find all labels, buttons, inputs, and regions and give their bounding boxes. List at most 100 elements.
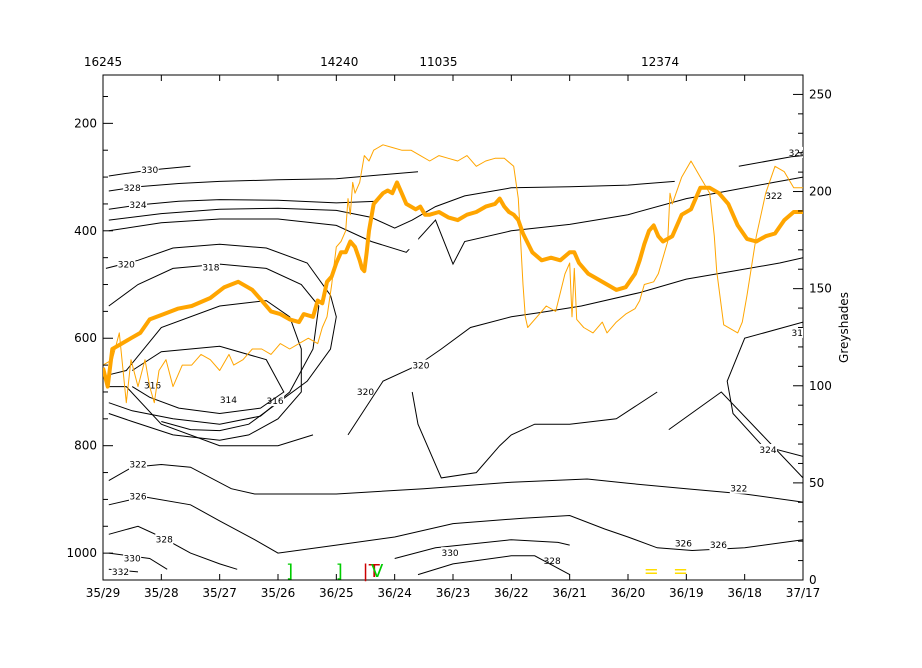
y-right-tick-label: 200	[809, 185, 832, 199]
y-right-tick-label: 50	[809, 476, 824, 490]
contour-line	[108, 263, 320, 425]
contour-label-bg	[129, 199, 147, 211]
series-thin-orange	[103, 144, 803, 404]
y-right-tick-label: 0	[809, 573, 817, 587]
contour-label-bg	[140, 164, 159, 176]
y-right-tick-label: 150	[809, 282, 832, 296]
x-tick-label: 35/28	[144, 586, 179, 600]
contour-label: 314	[220, 396, 237, 406]
contour-label-bg	[143, 379, 162, 391]
contour-label-bg	[674, 537, 693, 549]
contour-layer: 3303283243203203183163163143203223223263…	[105, 146, 808, 578]
y-left-tick-label: 400	[74, 224, 97, 238]
contour-label: 330	[124, 555, 141, 565]
bottom-marker: V	[371, 561, 384, 582]
y-right-tick-label: 100	[809, 379, 832, 393]
plot-frame	[102, 74, 804, 581]
y-right-axis-title: Greyshades	[837, 292, 851, 363]
contour-line	[105, 243, 337, 432]
contour-label-bg	[729, 482, 748, 494]
contour-label: 320	[118, 261, 135, 271]
contour-label-bg	[123, 552, 142, 564]
x-tick-label: 36/25	[319, 586, 354, 600]
bottom-marker: T	[368, 561, 381, 582]
contour-label-bg	[111, 565, 130, 577]
x-tick-label: 35/27	[202, 586, 237, 600]
contour-line	[417, 555, 570, 576]
contour-label-bg	[201, 261, 220, 273]
x-tick-label: 36/23	[436, 586, 471, 600]
contour-label-bg	[129, 490, 147, 502]
y-left-tick-label: 800	[74, 439, 97, 453]
contour-label: 332	[112, 568, 129, 578]
x-top-label: 11035	[419, 55, 457, 69]
bottom-marker: =	[673, 561, 688, 582]
contour-label-bg	[155, 533, 174, 545]
contour-label: 330	[141, 166, 158, 176]
contour-label-bg	[266, 395, 285, 407]
x-top-label: 12374	[641, 55, 679, 69]
series-thick-orange	[103, 180, 803, 389]
x-tick-label: 36/22	[494, 586, 529, 600]
contour-label-bg	[219, 394, 238, 406]
y-left-tick-label: 600	[74, 331, 97, 345]
x-tick-label: 35/29	[86, 586, 121, 600]
y-left-tick-label: 1000	[66, 546, 97, 560]
x-top-label: 14240	[320, 55, 358, 69]
contour-label-bg	[441, 547, 460, 559]
y-left-tick-label: 200	[74, 116, 97, 130]
contour-line	[131, 345, 285, 415]
contour-label: 328	[124, 184, 141, 194]
contour-label: 328	[156, 536, 173, 546]
contour-line	[668, 391, 803, 479]
contour-label: 326	[675, 539, 692, 549]
bottom-marker: ]	[286, 561, 293, 582]
x-tick-label: 36/19	[669, 586, 704, 600]
contour-line	[411, 391, 658, 479]
contour-line	[108, 496, 803, 554]
contour-label-bg	[411, 359, 430, 371]
contour-label: 326	[129, 493, 146, 503]
contour-label-bg	[129, 458, 147, 470]
x-tick-label: 36/20	[611, 586, 646, 600]
x-top-label: 16245	[84, 55, 122, 69]
contour-line	[394, 539, 570, 559]
y-right-tick-label: 250	[809, 87, 832, 101]
bottom-marker: =	[644, 561, 659, 582]
series-layer	[103, 144, 803, 404]
contour-label: 330	[441, 549, 458, 559]
contour-label-bg	[759, 443, 777, 455]
bottom-marker: ]	[336, 561, 343, 582]
contour-label: 322	[730, 485, 747, 495]
contour-line	[108, 199, 378, 210]
contour-label: 318	[791, 329, 808, 339]
contour-label-bg	[543, 555, 562, 567]
contour-line	[108, 463, 803, 503]
plot-border	[102, 74, 804, 581]
contour-label: 322	[129, 460, 146, 470]
contour-label-bg	[356, 385, 375, 397]
contour-line	[738, 155, 803, 167]
bottom-marker: |	[362, 561, 368, 582]
bottom-marker-layer: ]] | TV = =	[286, 561, 688, 582]
contour-label: 322	[765, 192, 782, 202]
x-tick-label: 37/17	[786, 586, 821, 600]
contour-label: 320	[357, 388, 374, 398]
contour-label-bg	[791, 326, 803, 338]
x-tick-label: 35/26	[261, 586, 296, 600]
contour-label: 324	[789, 149, 806, 159]
x-tick-label: 36/18	[727, 586, 762, 600]
x-tick-label: 36/21	[552, 586, 587, 600]
x-tick-label: 36/24	[377, 586, 412, 600]
contour-line	[108, 386, 314, 447]
contour-label-bg	[709, 539, 728, 551]
contour-label-bg	[123, 181, 142, 193]
contour-label: 324	[129, 201, 146, 211]
contour-label-bg	[400, 238, 419, 250]
contour-label: 316	[266, 397, 283, 407]
contour-line	[108, 180, 675, 229]
contour-label: 328	[544, 557, 561, 567]
contour-line	[726, 321, 803, 457]
contour-label: 326	[710, 541, 727, 551]
